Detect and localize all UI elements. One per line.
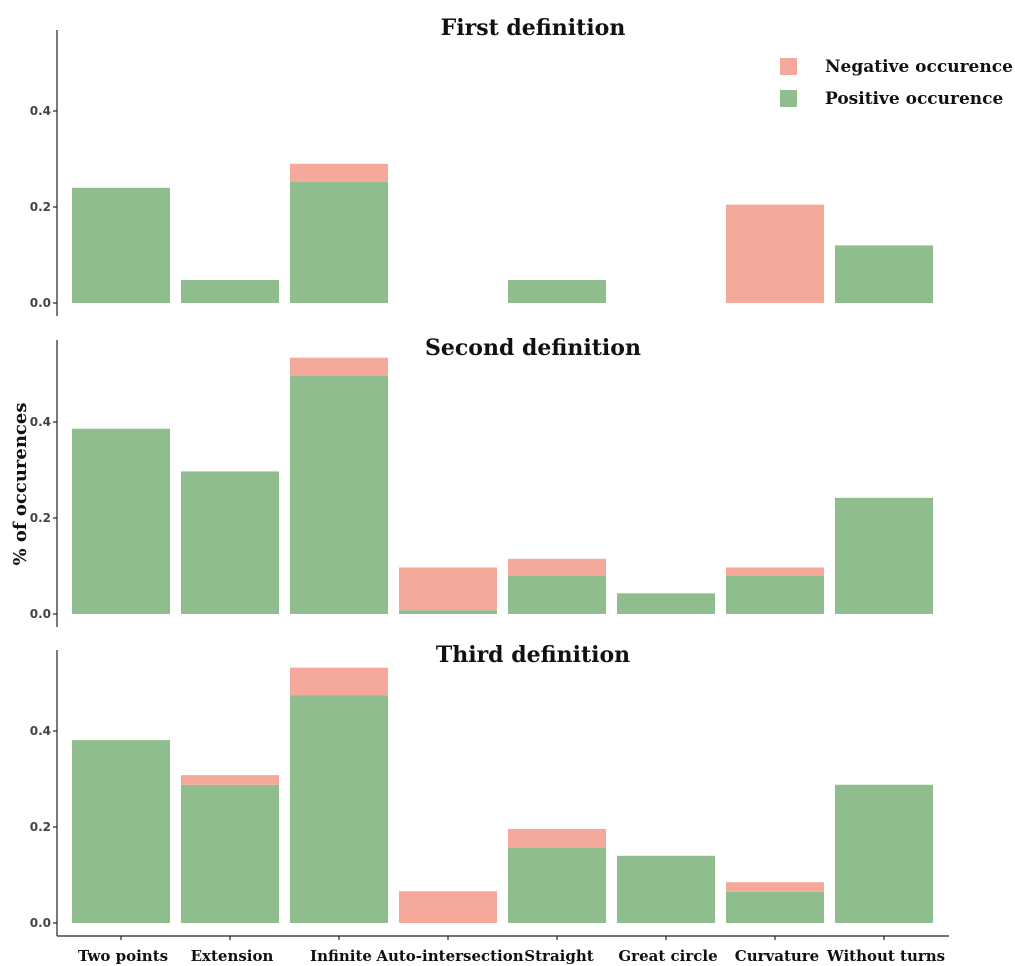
y-tick-label: 0.4: [30, 724, 51, 738]
bar-positive: [181, 279, 279, 303]
bar-positive: [508, 847, 606, 923]
legend-swatch-positive: [780, 90, 797, 107]
category-label: Curvature: [735, 947, 819, 965]
legend-label-positive: Positive occurence: [825, 89, 1004, 109]
panel-2: Second definition 0.0 0.2 0.4: [30, 335, 933, 627]
legend: Negative occurence Positive occurence: [780, 57, 1013, 109]
bar-positive: [290, 695, 388, 923]
bar-negative: [290, 357, 388, 376]
panel-title: Third definition: [436, 642, 630, 668]
bar-positive: [72, 428, 170, 614]
y-tick-label: 0.0: [30, 296, 51, 310]
bar-negative: [290, 667, 388, 696]
bar-positive: [835, 784, 933, 923]
panel-3: Third definition 0.0 0.2 0.4: [30, 642, 933, 936]
bar-positive: [508, 575, 606, 614]
bar-positive: [290, 182, 388, 303]
category-label: Great circle: [618, 947, 717, 965]
bar-positive: [617, 593, 715, 614]
y-tick-label: 0.0: [30, 916, 51, 930]
y-tick-label: 0.2: [30, 820, 51, 834]
bar-positive: [835, 497, 933, 614]
category-label: Auto-intersection: [375, 947, 523, 965]
bar-negative: [726, 567, 824, 576]
bar-negative: [508, 558, 606, 576]
bar-positive: [181, 471, 279, 614]
y-tick-label: 0.2: [30, 200, 51, 214]
bar-positive: [835, 245, 933, 303]
panel-title: Second definition: [425, 335, 641, 361]
bar-positive: [399, 610, 497, 614]
bar-negative: [290, 163, 388, 183]
category-label: Extension: [191, 947, 274, 965]
y-axis-label: % of occurences: [10, 403, 31, 566]
y-tick-label: 0.0: [30, 607, 51, 621]
bar-positive: [181, 784, 279, 923]
legend-swatch-negative: [780, 58, 797, 75]
panel-1: First definition 0.0 0.2 0.4: [30, 15, 933, 316]
panel-title: First definition: [441, 15, 626, 41]
bar-negative: [399, 891, 497, 923]
bar-negative: [726, 204, 824, 303]
bar-negative: [508, 828, 606, 848]
bar-negative: [399, 567, 497, 611]
y-tick-label: 0.2: [30, 511, 51, 525]
category-label: Straight: [524, 947, 593, 965]
bar-positive: [508, 279, 606, 303]
bar-positive: [290, 375, 388, 614]
bar-negative: [726, 882, 824, 892]
category-label: Two points: [78, 947, 168, 965]
category-label: Infinite: [310, 947, 372, 965]
bar-positive: [726, 575, 824, 614]
legend-label-negative: Negative occurence: [825, 57, 1013, 77]
bar-positive: [726, 891, 824, 923]
bar-positive: [617, 855, 715, 923]
bar-positive: [72, 740, 170, 923]
bar-negative: [181, 775, 279, 785]
category-label: Without turns: [826, 947, 945, 965]
y-tick-label: 0.4: [30, 104, 51, 118]
category-labels: Two points Extension Infinite Auto-intersec…: [57, 935, 949, 965]
y-tick-label: 0.4: [30, 415, 51, 429]
bar-positive: [72, 187, 170, 303]
